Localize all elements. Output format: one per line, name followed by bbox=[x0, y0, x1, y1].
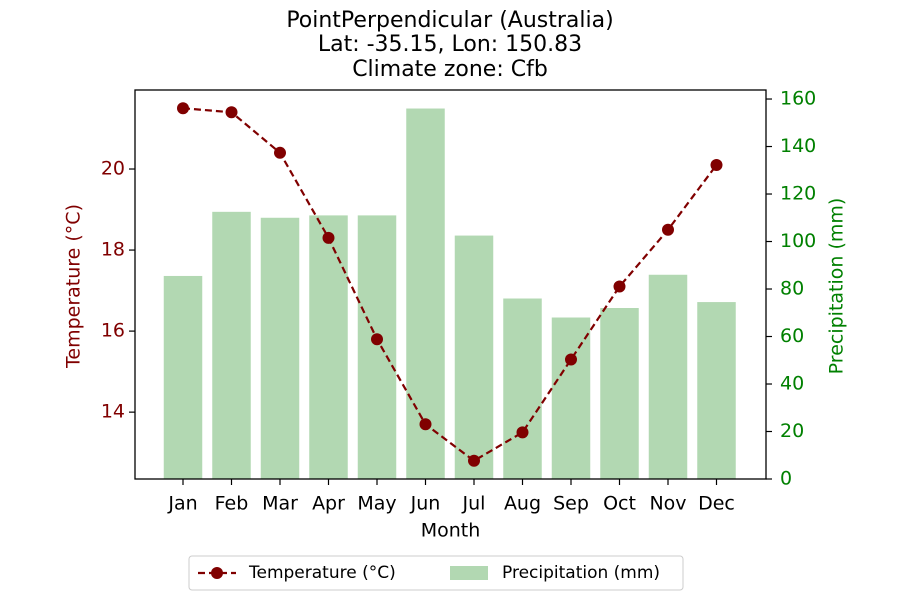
title-line-2: Lat: -35.15, Lon: 150.83 bbox=[318, 32, 582, 57]
legend-box bbox=[188, 555, 684, 591]
precipitation-bar-feb bbox=[212, 211, 251, 480]
y-axis-left-label: Temperature (°C) bbox=[63, 204, 85, 369]
temperature-point-jul bbox=[468, 454, 480, 467]
x-tick-label-nov: Nov bbox=[649, 493, 686, 515]
x-axis: Jan Feb Mar Apr May Jun Jul Aug Sep Oct Nov Dec bbox=[167, 479, 735, 515]
y-right-tick-label-0: 0 bbox=[780, 468, 792, 490]
temperature-point-apr bbox=[322, 231, 335, 244]
legend: Temperature (°C) Precipitation (mm) bbox=[188, 555, 684, 591]
y-axis-right-label: Precipitation (mm) bbox=[826, 198, 848, 375]
x-tick-label-mar: Mar bbox=[262, 493, 298, 515]
y-axis-left: 14 16 18 20 bbox=[101, 158, 135, 423]
precipitation-bar-aug bbox=[503, 298, 542, 479]
precipitation-bar-jun bbox=[406, 108, 445, 480]
y-axis-right: 0 20 40 60 80 100 120 140 160 bbox=[766, 88, 816, 490]
temperature-point-aug bbox=[516, 426, 529, 439]
temperature-point-may bbox=[371, 333, 383, 346]
y-right-tick-label-160: 160 bbox=[780, 88, 816, 110]
precipitation-bar-may bbox=[357, 215, 397, 479]
y-right-tick-label-140: 140 bbox=[780, 135, 816, 157]
y-left-tick-label-20: 20 bbox=[101, 158, 125, 180]
temperature-point-jan bbox=[177, 102, 189, 115]
x-tick-label-jan: Jan bbox=[167, 493, 197, 515]
y-right-tick-label-40: 40 bbox=[780, 373, 804, 395]
plot-frame bbox=[134, 89, 767, 480]
precipitation-bar-mar bbox=[260, 217, 300, 479]
y-right-tick-label-60: 60 bbox=[780, 325, 804, 347]
title-line-1: PointPerpendicular (Australia) bbox=[286, 8, 613, 33]
temperature-point-feb bbox=[225, 106, 238, 119]
y-right-tick-label-100: 100 bbox=[780, 230, 816, 252]
x-axis-label: Month bbox=[421, 520, 481, 542]
precipitation-bars bbox=[163, 108, 736, 480]
legend-precipitation-label: Precipitation (mm) bbox=[502, 563, 660, 583]
x-tick-label-sep: Sep bbox=[553, 493, 589, 515]
precipitation-bar-oct bbox=[600, 308, 639, 479]
precipitation-bar-jan bbox=[163, 275, 203, 479]
y-left-tick-label-14: 14 bbox=[101, 401, 125, 423]
legend-temperature-label: Temperature (°C) bbox=[248, 563, 396, 583]
chart-title: PointPerpendicular (Australia) Lat: -35.… bbox=[286, 8, 613, 82]
legend-temperature-marker-swatch bbox=[211, 567, 223, 579]
temperature-point-jun bbox=[419, 418, 432, 431]
x-tick-label-feb: Feb bbox=[215, 493, 249, 515]
y-right-tick-label-120: 120 bbox=[780, 183, 816, 205]
precipitation-bar-apr bbox=[309, 215, 348, 479]
temperature-point-dec bbox=[710, 158, 723, 171]
temperature-point-oct bbox=[613, 280, 626, 293]
title-line-3: Climate zone: Cfb bbox=[352, 57, 548, 82]
x-tick-label-oct: Oct bbox=[603, 493, 636, 515]
x-tick-label-dec: Dec bbox=[698, 493, 735, 515]
precipitation-bar-sep bbox=[551, 317, 591, 479]
temperature-line-layer bbox=[177, 102, 723, 467]
legend-precipitation-swatch bbox=[450, 566, 488, 580]
temperature-point-mar bbox=[274, 146, 286, 159]
x-tick-label-apr: Apr bbox=[312, 493, 345, 515]
y-right-tick-label-20: 20 bbox=[780, 420, 804, 442]
y-left-tick-label-16: 16 bbox=[101, 320, 125, 342]
precipitation-bar-jul bbox=[454, 235, 494, 479]
temperature-line bbox=[182, 107, 718, 463]
precipitation-bar-nov bbox=[648, 274, 688, 479]
x-tick-label-may: May bbox=[357, 493, 396, 515]
y-left-tick-label-18: 18 bbox=[101, 239, 125, 261]
x-tick-label-jun: Jun bbox=[410, 493, 441, 515]
y-right-tick-label-80: 80 bbox=[780, 278, 804, 300]
precipitation-bar-dec bbox=[697, 302, 736, 479]
x-tick-label-aug: Aug bbox=[504, 493, 541, 515]
temperature-point-nov bbox=[662, 223, 674, 236]
x-tick-label-jul: Jul bbox=[462, 493, 486, 515]
temperature-point-sep bbox=[565, 353, 577, 366]
